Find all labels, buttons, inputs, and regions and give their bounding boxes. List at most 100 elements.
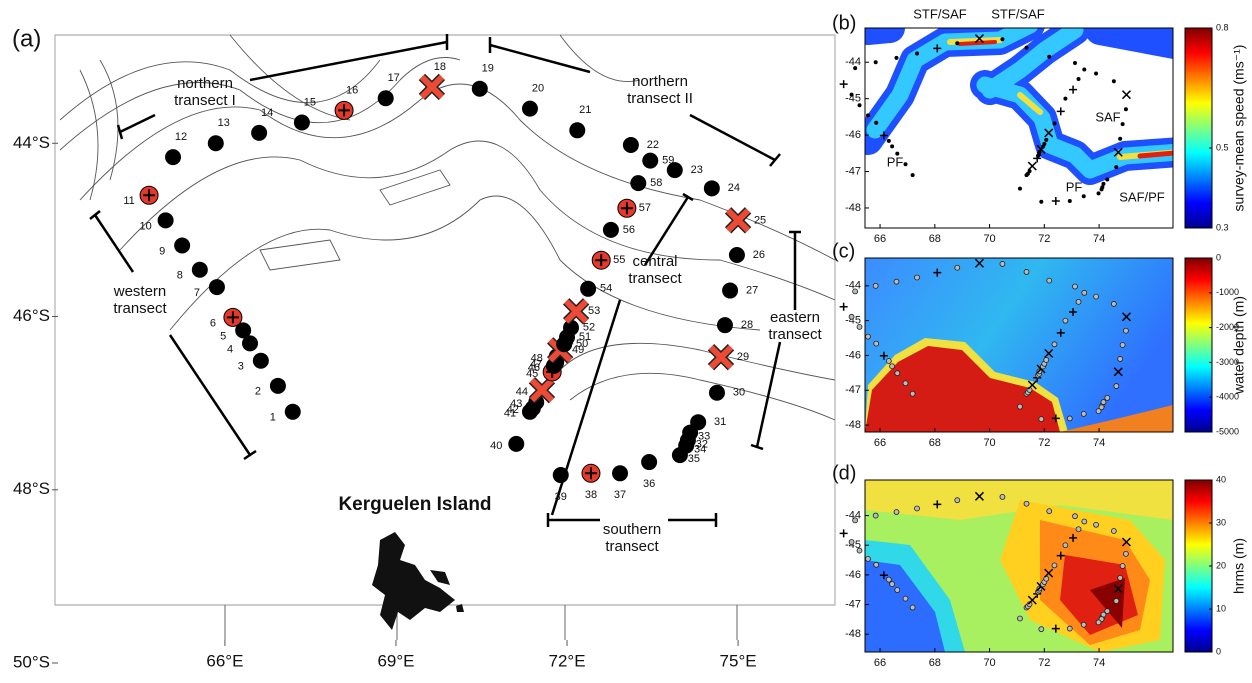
station-label: 31 xyxy=(714,416,726,428)
station-label: 58 xyxy=(650,177,662,189)
track-marker xyxy=(895,588,900,593)
track-dot xyxy=(1096,620,1101,625)
track-marker xyxy=(1082,519,1087,524)
track-dot xyxy=(873,283,878,288)
colorbar-tick-label: 10 xyxy=(1216,603,1226,613)
station-label: 4 xyxy=(227,343,233,355)
colorbar xyxy=(1185,480,1212,652)
station-label: 14 xyxy=(261,107,273,119)
track-dot xyxy=(1052,342,1057,347)
colorbar-tick-label: 0.5 xyxy=(1216,142,1229,152)
track-marker xyxy=(903,596,908,601)
track-marker xyxy=(911,173,915,177)
x-tick-label: 72°E xyxy=(548,651,585,670)
track-marker xyxy=(1017,404,1022,409)
track-marker xyxy=(915,52,919,56)
track-marker xyxy=(894,279,899,284)
track-dot xyxy=(874,60,878,64)
track-marker xyxy=(1025,46,1029,50)
station-label: 37 xyxy=(614,489,626,501)
station-label: 43 xyxy=(510,398,522,410)
station-marker xyxy=(422,77,442,97)
colorbar-label: survey-mean speed (ms⁻¹) xyxy=(1231,45,1247,212)
front-label: SAF/PF xyxy=(1119,189,1165,204)
track-dot xyxy=(1082,290,1087,295)
y-tick-label: -48 xyxy=(845,419,861,431)
track-dot xyxy=(955,265,960,270)
dot xyxy=(208,135,224,151)
x-tick-label: 74 xyxy=(1093,437,1105,449)
track-dot xyxy=(955,41,959,45)
colorbar-tick-label: 40 xyxy=(1216,474,1226,484)
station-label: 8 xyxy=(177,270,183,282)
station-label: 33 xyxy=(698,430,710,442)
track-dot xyxy=(1114,384,1119,389)
dot xyxy=(603,222,619,238)
dot xyxy=(641,454,657,470)
track-marker xyxy=(915,506,920,511)
track-marker xyxy=(1047,509,1052,514)
station-marker xyxy=(704,180,720,196)
track-dot xyxy=(1076,527,1081,532)
track-marker xyxy=(955,265,960,270)
station-marker xyxy=(729,247,745,263)
y-tick-label: 44°S xyxy=(13,133,50,152)
dot xyxy=(553,467,569,483)
station-label: 21 xyxy=(579,104,591,116)
colorbar-tick-label: 0.8 xyxy=(1216,22,1229,32)
track-dot xyxy=(1105,395,1110,400)
dot xyxy=(722,283,738,299)
station-marker xyxy=(285,404,301,420)
track-dot xyxy=(850,93,854,97)
front-label: PF xyxy=(887,154,904,169)
track-dot xyxy=(1123,328,1128,333)
track-marker xyxy=(1063,97,1067,101)
front-label: STF/SAF xyxy=(991,6,1045,21)
track-marker xyxy=(858,103,862,107)
track-marker xyxy=(1114,598,1119,603)
track-marker xyxy=(1017,616,1022,621)
track-marker xyxy=(874,341,879,346)
transect-label: northern transect I xyxy=(155,75,255,109)
station-marker xyxy=(335,101,353,119)
transect-label: central transect xyxy=(605,253,705,287)
station-marker xyxy=(612,465,628,481)
track-marker xyxy=(894,510,899,515)
dot xyxy=(642,153,658,169)
x-tick-label: 75°E xyxy=(720,651,757,670)
track-marker xyxy=(1118,137,1122,141)
track-dot xyxy=(1018,187,1022,191)
station-label: 5 xyxy=(220,330,226,342)
station-marker xyxy=(251,125,267,141)
track-marker xyxy=(1082,290,1087,295)
track-marker xyxy=(887,139,891,143)
track-marker xyxy=(1121,122,1125,126)
track-marker xyxy=(1123,551,1128,556)
hrms-field xyxy=(865,480,1173,652)
dot xyxy=(569,122,585,138)
track-dot xyxy=(1081,411,1086,416)
track-marker xyxy=(890,144,894,148)
x-tick-label: 66 xyxy=(874,657,886,669)
track-dot xyxy=(1044,138,1048,142)
track-marker xyxy=(903,381,908,386)
track-marker xyxy=(955,41,959,45)
track-dot xyxy=(874,562,879,567)
track-marker xyxy=(1052,563,1057,568)
x-tick-label: 74 xyxy=(1093,657,1105,669)
track-dot xyxy=(866,113,870,117)
station-marker xyxy=(717,317,733,333)
panel-label: (d) xyxy=(832,462,856,484)
track-dot xyxy=(874,121,878,125)
x-tick-label: 68 xyxy=(929,657,941,669)
track-marker xyxy=(1072,514,1077,519)
track-dot xyxy=(886,577,891,582)
track-dot xyxy=(1094,294,1099,299)
cross xyxy=(728,210,748,230)
track-marker xyxy=(894,56,898,60)
track-dot xyxy=(1124,107,1128,111)
station-label: 17 xyxy=(388,72,400,84)
track-dot xyxy=(1047,278,1052,283)
station-marker xyxy=(165,149,181,165)
track-marker xyxy=(866,556,871,561)
